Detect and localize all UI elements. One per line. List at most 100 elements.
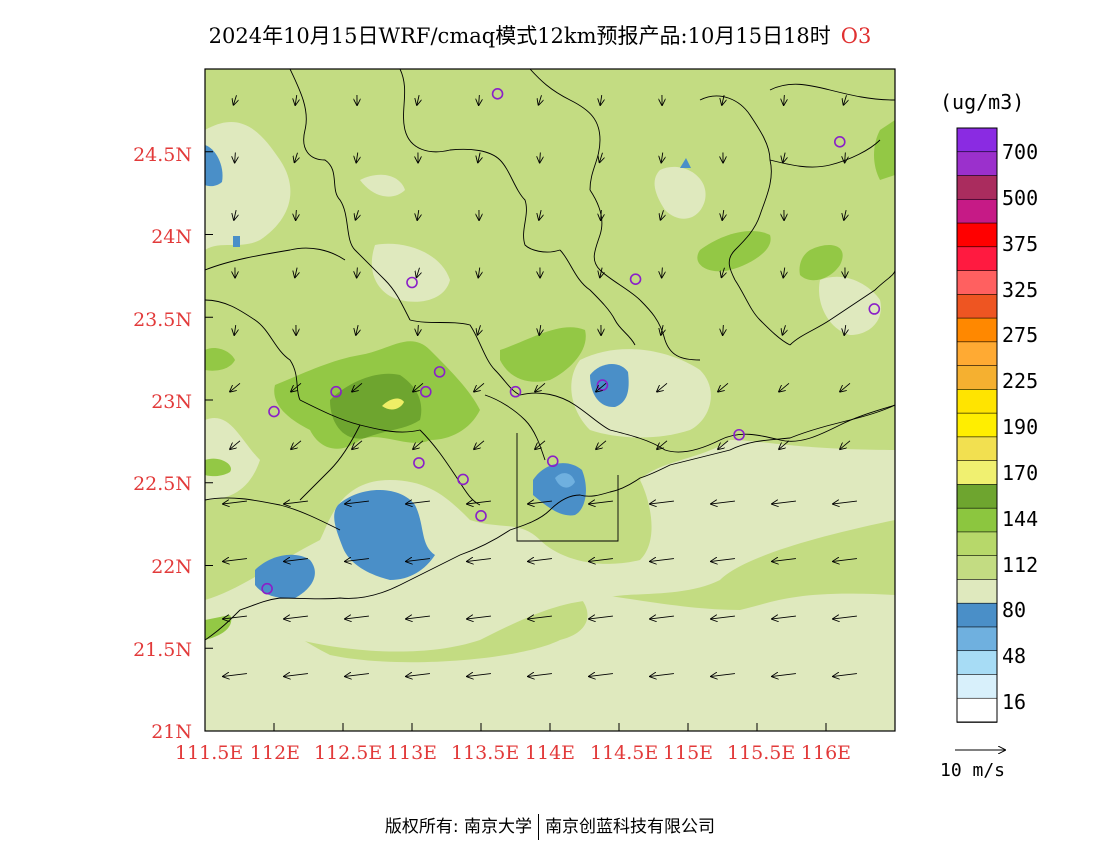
title-text: 2024年10月15日WRF/cmaq模式12km预报产品:10月15日18时	[208, 24, 831, 48]
wind-vector	[284, 674, 308, 677]
wind-vector	[223, 616, 247, 619]
wind-vector	[840, 440, 851, 449]
lon-label-115e: 115E	[662, 742, 714, 764]
wind-vector	[539, 324, 540, 335]
wind-vector	[345, 501, 369, 504]
lon-label-114e: 114E	[524, 742, 576, 764]
wind-vector	[650, 559, 674, 562]
wind-vector	[230, 440, 241, 449]
wind-vector	[406, 616, 430, 619]
wind-vector	[474, 382, 485, 391]
chart-title: 2024年10月15日WRF/cmaq模式12km预报产品:10月15日18时 O…	[0, 20, 1080, 50]
wind-vector	[528, 501, 552, 504]
wind-vector	[539, 210, 541, 220]
wind-vector	[772, 674, 796, 677]
wind-vector	[284, 616, 308, 619]
colorbar-swatch	[956, 341, 998, 367]
station-marker	[406, 276, 418, 289]
wind-vector	[844, 324, 845, 335]
wind-vector	[589, 616, 613, 619]
wind-vector	[417, 209, 418, 220]
wind-vector	[718, 440, 729, 449]
wind-vector	[474, 440, 485, 449]
colorbar-swatch	[956, 674, 998, 700]
wind-vector	[783, 267, 784, 278]
wind-vector	[406, 559, 430, 562]
wind-vector	[479, 94, 480, 105]
wind-vector	[601, 209, 602, 220]
axis-ticks	[204, 151, 827, 732]
wind-vector	[711, 501, 735, 504]
station-marker	[868, 303, 881, 315]
wind-vector	[723, 324, 724, 335]
wind-vector	[345, 616, 369, 619]
station-marker	[330, 385, 342, 398]
wind-vector	[467, 674, 491, 677]
wind-vector	[539, 95, 542, 105]
wind-vector	[296, 209, 297, 220]
colorbar-swatch	[956, 317, 998, 343]
wind-vector	[467, 501, 491, 504]
wind-vector	[528, 559, 552, 562]
lon-label-111-5e: 111.5E	[175, 742, 244, 764]
wind-vector	[295, 267, 297, 278]
colorbar-unit: (ug/m3)	[940, 90, 1025, 114]
wind-vector	[661, 152, 662, 163]
wind-vector	[589, 674, 613, 677]
colorbar-label: 190	[1002, 415, 1039, 439]
colorbar-label: 48	[1002, 644, 1027, 668]
station-marker	[419, 385, 432, 398]
wind-vector	[779, 440, 790, 449]
wind-vector	[291, 382, 302, 391]
wind-vector	[291, 440, 302, 449]
wind-vector	[783, 325, 786, 335]
wind-vector	[223, 501, 247, 504]
colorbar-swatch	[956, 175, 998, 201]
lon-label-116e: 116E	[800, 742, 852, 764]
wind-vector	[345, 674, 369, 677]
lon-label-114-5e: 114.5E	[590, 742, 659, 764]
colorbar-swatch	[956, 507, 998, 533]
station-marker	[413, 457, 425, 469]
lon-label-115-5e: 115.5E	[727, 742, 796, 764]
wind-vector	[596, 440, 607, 449]
wind-vector	[467, 559, 491, 562]
wind-vector	[772, 559, 796, 562]
wind-vector	[223, 674, 247, 677]
colorbar-swatch	[956, 222, 998, 248]
colorbar-swatch	[956, 484, 998, 509]
wind-vector	[833, 616, 857, 619]
wind-vector	[722, 95, 724, 105]
wind-vector	[478, 152, 480, 163]
colorbar-label: 112	[1002, 553, 1039, 577]
colorbar-swatch	[956, 127, 998, 153]
wind-vector	[661, 325, 663, 335]
station-marker	[629, 273, 642, 285]
wind-vector	[345, 559, 369, 562]
wind-vector	[406, 501, 430, 504]
wind-vector	[772, 501, 796, 504]
colorbar-swatch	[956, 579, 998, 605]
wind-vector	[417, 95, 419, 105]
colorbar-label: 144	[1002, 507, 1039, 531]
wind-vector	[234, 210, 236, 220]
station-marker	[546, 455, 559, 468]
wind-vector	[352, 440, 363, 449]
colorbar-swatch	[956, 198, 998, 224]
wind-vector	[596, 382, 607, 391]
wind-vector	[722, 209, 723, 220]
lat-label-22-5n: 22.5N	[133, 473, 192, 495]
wind-vectors	[223, 94, 857, 677]
wind-vector	[661, 210, 664, 220]
wind-vector	[845, 152, 846, 163]
station-marker	[491, 88, 504, 100]
colorbar-label: 375	[1002, 232, 1039, 256]
station-marker	[833, 136, 846, 148]
wind-vector	[589, 501, 613, 504]
wind-vector	[235, 152, 236, 163]
lat-label-21-5n: 21.5N	[133, 639, 192, 661]
wind-vector	[600, 267, 602, 278]
wind-vector	[711, 616, 735, 619]
lat-label-22n: 22N	[151, 556, 192, 578]
